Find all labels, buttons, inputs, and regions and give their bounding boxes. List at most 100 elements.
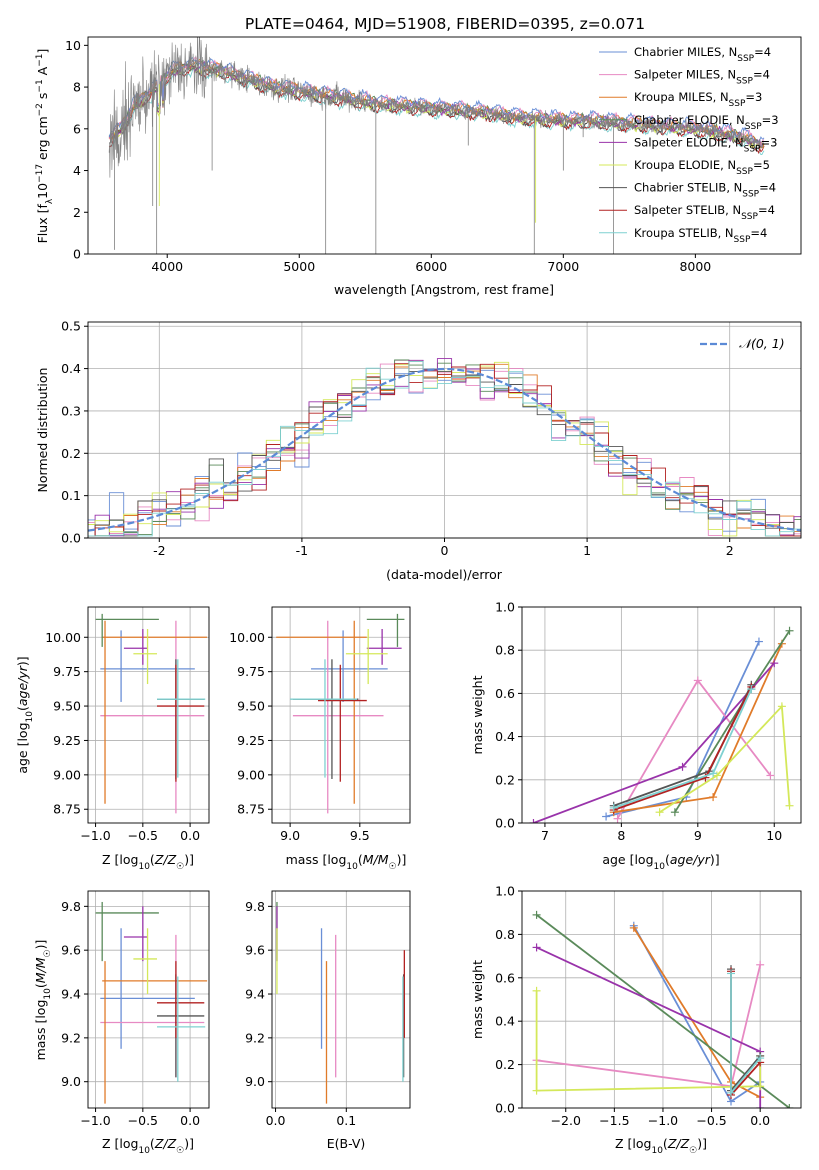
axes-age-mass: 9.0 9.5 8.75 9.00 9.25 9.50 9.75 10.00 [229,607,410,843]
weight-line [536,964,762,1088]
tick-label-y: 8.75 [53,802,81,817]
legend-entry: Kroupa ELODIE, NSSP=5 [634,158,770,177]
tick-label-y: 9.6 [61,943,81,958]
label-part: age/yr [670,852,711,867]
label-part: ☉ [176,862,184,872]
tick-label-y: 9.4 [245,987,265,1002]
tick-label-y: 9.75 [53,664,81,679]
label-part: Chabrier ELODIE, N [634,113,745,127]
tick-label-y: 9.00 [53,767,81,782]
tick-label-y: 9.25 [237,733,265,748]
tick-label-x: −1.0 [80,1113,110,1128]
tick-label-y: 0.2 [495,1057,515,1072]
label-part: Z [log [102,852,138,867]
weight-line [536,946,762,1108]
label-part: )] [397,852,407,867]
label-part: ☉ [389,862,397,872]
label-part: )] [33,940,48,950]
tick-label-y: 0.8 [495,643,515,658]
label-part: =5 [753,158,770,172]
tick-label-x: −2.0 [551,1113,581,1128]
tick-label-y: 0.5 [61,319,81,334]
label-part: SSP [745,122,762,132]
weight-line [730,973,761,1096]
tick-label-x: 0.0 [750,1113,770,1128]
label-part: 10 [43,988,53,1000]
legend-entry: Chabrier ELODIE, NSSP=3 [634,113,779,132]
tick-label-x: 7 [541,828,549,843]
tick-label-y: 10 [65,38,81,53]
histogram-series [88,368,801,537]
tick-label-x: 8000 [679,259,711,274]
x-axis-label: Z [log10(Z/Z☉)] [615,1136,707,1156]
axes-frame-residuals [87,321,802,539]
y-axis-label: mass weight [470,960,485,1039]
y-axis-label: mass [log10(M/M☉)] [33,940,53,1061]
tick-label-x: −0.5 [696,1113,726,1128]
label-part: ☉ [43,949,53,957]
label-part: −17 [35,164,45,183]
weight-line [730,969,761,1094]
tick-label-y: 9.8 [245,899,265,914]
histogram-series [88,360,801,537]
tick-label-x: −1.0 [648,1113,678,1128]
y-axis-label: Flux [fλ10−17 erg cm−2 s−1 A−1] [35,49,55,244]
label-part: ] [35,49,50,54]
label-part: =4 [753,68,770,82]
tick-label-x: 0.0 [180,828,200,843]
figure-title: PLATE=0464, MJD=51908, FIBERID=0395, z=0… [245,15,645,33]
legend-entry: 𝒩(0, 1) [739,336,785,351]
label-part: )] [184,852,194,867]
tick-label-x: 0.0 [180,1113,200,1128]
label-part: λ [45,198,55,204]
label-part: 10 [651,1146,663,1156]
label-part: ( [663,1136,668,1151]
x-axis-label: age [log10(age/yr)] [602,852,719,872]
tick-label-y: 9.6 [245,943,265,958]
plot-area-age-mass [276,613,405,814]
axes-residuals: -2 -1 0 1 2 0.0 0.1 0.2 0.3 0.4 0.5 [61,319,801,558]
observed-spectrum-line [108,37,765,178]
label-part: ( [665,852,670,867]
label-part: SSP [734,235,751,245]
tick-label-x: 6000 [415,259,447,274]
label-part: Z/Z [154,1136,177,1151]
label-part: =4 [758,203,775,217]
tick-label-x: -1 [296,543,308,558]
tick-label-y: 4 [73,163,81,178]
tick-label-y: 0.0 [495,1101,515,1116]
tick-label-y: 0.2 [495,772,515,787]
label-part: )] [15,656,30,666]
tick-label-y: 0.0 [495,816,515,831]
label-part: )] [184,1136,194,1151]
tick-label-y: 0.6 [495,686,515,701]
label-part: −1 [35,79,45,92]
plot-area-weight-age [529,626,794,823]
label-part: erg cm [35,116,50,164]
tick-label-x: 7000 [547,259,579,274]
weight-line [674,630,791,813]
tick-label-y: 1.0 [495,884,515,899]
x-axis-label: Z [log10(Z/Z☉)] [102,1136,194,1156]
tick-label-y: 0.8 [495,927,515,942]
label-part: Chabrier STELIB, N [634,181,742,195]
tick-label-y: 9.0 [61,1074,81,1089]
x-axis-label: (data-model)/error [386,567,503,582]
label-part: 10 [35,183,50,199]
axes-frame-weight-z [521,890,802,1109]
label-part: M/M [33,957,48,983]
tick-label-y: 8 [73,80,81,95]
tick-label-y: 10.00 [229,630,265,645]
axes-frame-age-mass [271,606,411,824]
label-part: SSP [741,212,758,222]
tick-label-y: 0.6 [495,970,515,985]
tick-label-y: 0.4 [495,1014,515,1029]
tick-label-x: 9.5 [350,828,370,843]
label-part: ( [150,852,155,867]
tick-label-x: -2 [153,543,165,558]
tick-label-x: −1.5 [599,1113,629,1128]
axes-mass-ebv: 0.0 0.1 9.0 9.2 9.4 9.6 9.8 [245,891,410,1128]
label-part: )] [697,1136,707,1151]
tick-label-y: 0 [73,247,81,262]
